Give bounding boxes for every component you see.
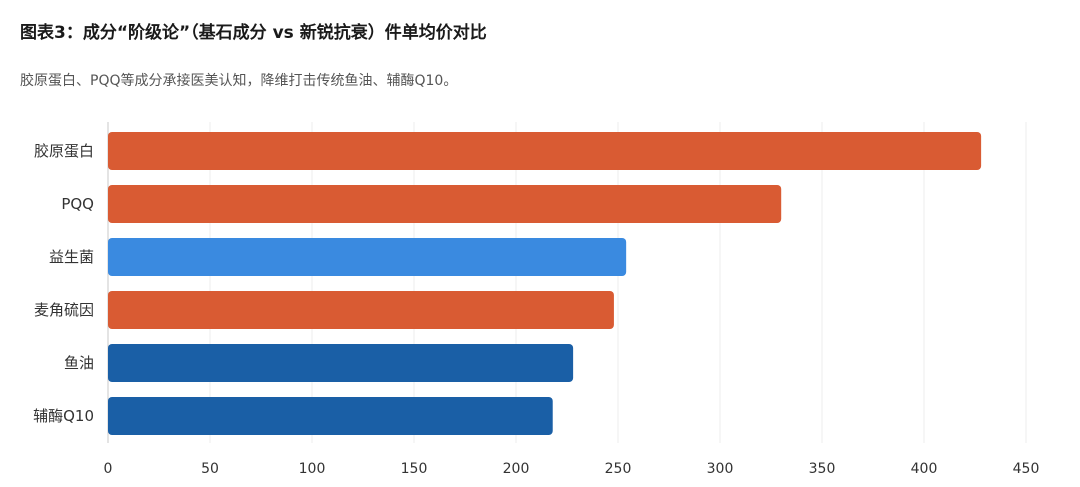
x-tick-label: 350 <box>809 461 836 477</box>
category-label: 辅酶Q10 <box>33 407 94 425</box>
x-tick-label: 300 <box>707 461 734 477</box>
bar <box>108 344 574 382</box>
x-tick-label: 50 <box>201 461 219 477</box>
chart-title: 图表3：成分“阶级论”（基石成分 vs 新锐抗衰）件单均价对比 <box>20 23 487 43</box>
category-label: 鱼油 <box>64 354 94 372</box>
bar <box>108 238 627 276</box>
bar <box>108 132 982 170</box>
category-label: 胶原蛋白 <box>34 142 94 160</box>
chart-subtitle: 胶原蛋白、PQQ等成分承接医美认知，降维打击传统鱼油、辅酶Q10。 <box>20 73 458 89</box>
x-tick-label: 150 <box>401 461 428 477</box>
x-tick-label: 0 <box>104 461 113 477</box>
x-tick-label: 250 <box>605 461 632 477</box>
category-label: PQQ <box>61 195 94 213</box>
category-label: 麦角硫因 <box>34 301 94 319</box>
x-tick-label: 100 <box>299 461 326 477</box>
category-label: 益生菌 <box>49 248 94 266</box>
bar <box>108 185 782 223</box>
x-tick-label: 200 <box>503 461 530 477</box>
bar <box>108 397 553 435</box>
x-tick-label: 400 <box>911 461 938 477</box>
x-axis-ticks: 0 50 100 150 200 250 300 350 400 450 <box>104 461 1040 477</box>
bars <box>108 132 982 435</box>
x-tick-label: 450 <box>1013 461 1040 477</box>
grid-lines <box>107 122 1027 443</box>
bar <box>108 291 614 329</box>
